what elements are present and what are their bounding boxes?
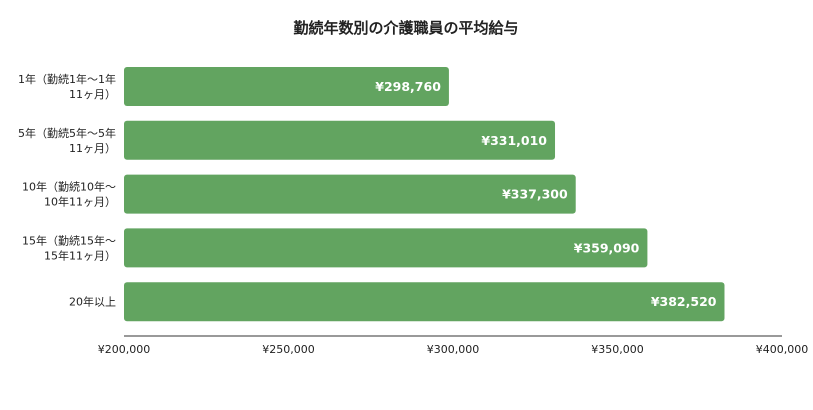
bar-4	[124, 228, 648, 268]
bar-5	[124, 282, 725, 322]
data-label-5: ¥382,520	[651, 294, 717, 309]
category-label-1-line-2: 11ヶ月）	[69, 88, 116, 101]
data-label-2: ¥331,010	[481, 133, 547, 148]
chart-title: 勤続年数別の介護職員の平均給与	[293, 19, 518, 37]
bar-3	[124, 174, 576, 214]
category-label-2-line-1: 5年（勤続5年～5年	[18, 126, 116, 140]
x-tick-label-3: ¥300,000	[427, 343, 480, 356]
data-label-1: ¥298,760	[375, 79, 441, 94]
category-label-1-line-1: 1年（勤続1年～1年	[18, 72, 116, 86]
category-label-5-line-1: 20年以上	[69, 295, 116, 309]
category-labels-group: 1年（勤続1年～1年 11ヶ月） 5年（勤続5年～5年 11ヶ月） 10年（勤続10年～…	[18, 72, 116, 309]
x-tick-label-1: ¥200,000	[98, 343, 151, 356]
category-label-4-line-1: 15年（勤続15年～	[22, 233, 116, 247]
category-label-3-line-1: 10年（勤続10年～	[22, 180, 116, 194]
bar-1	[124, 67, 449, 106]
data-label-3: ¥337,300	[502, 187, 568, 202]
bars-group: ¥298,760 ¥331,010 ¥337,300 ¥359,090 ¥382,520	[124, 67, 725, 322]
bar-2	[124, 120, 556, 160]
x-tick-label-2: ¥250,000	[262, 343, 315, 356]
category-label-2-line-2: 11ヶ月）	[69, 142, 116, 155]
category-label-4-line-2: 15年11ヶ月）	[44, 248, 116, 262]
data-label-4: ¥359,090	[574, 240, 640, 255]
x-tick-label-4: ¥350,000	[591, 343, 644, 356]
x-tick-labels-group: ¥200,000 ¥250,000 ¥300,000 ¥350,000 ¥400,000	[98, 343, 809, 356]
x-tick-label-5: ¥400,000	[756, 343, 809, 356]
category-label-3-line-2: 10年11ヶ月）	[44, 195, 116, 209]
